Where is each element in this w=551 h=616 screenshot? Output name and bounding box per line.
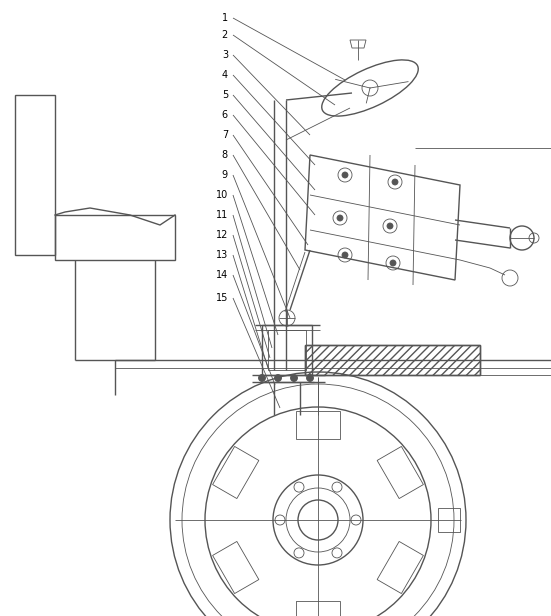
Text: 3: 3: [222, 50, 228, 60]
Circle shape: [274, 375, 282, 381]
Text: 5: 5: [222, 90, 228, 100]
Circle shape: [290, 375, 298, 381]
Circle shape: [390, 260, 396, 266]
Circle shape: [387, 223, 393, 229]
Circle shape: [342, 252, 348, 258]
Circle shape: [337, 215, 343, 221]
Text: 8: 8: [222, 150, 228, 160]
Text: 7: 7: [222, 130, 228, 140]
Circle shape: [258, 375, 266, 381]
Text: 9: 9: [222, 170, 228, 180]
Text: 14: 14: [216, 270, 228, 280]
Text: 12: 12: [215, 230, 228, 240]
Text: 15: 15: [215, 293, 228, 303]
Text: 6: 6: [222, 110, 228, 120]
Bar: [262, 325, 312, 375]
Text: 4: 4: [222, 70, 228, 80]
Text: 13: 13: [216, 250, 228, 260]
Text: 11: 11: [216, 210, 228, 220]
Text: 1: 1: [222, 13, 228, 23]
Text: 10: 10: [216, 190, 228, 200]
Text: 2: 2: [222, 30, 228, 40]
Bar: [438, 508, 460, 532]
Circle shape: [342, 172, 348, 178]
Circle shape: [392, 179, 398, 185]
Circle shape: [306, 375, 314, 381]
Bar: [268, 330, 306, 370]
Bar: [305, 345, 480, 375]
